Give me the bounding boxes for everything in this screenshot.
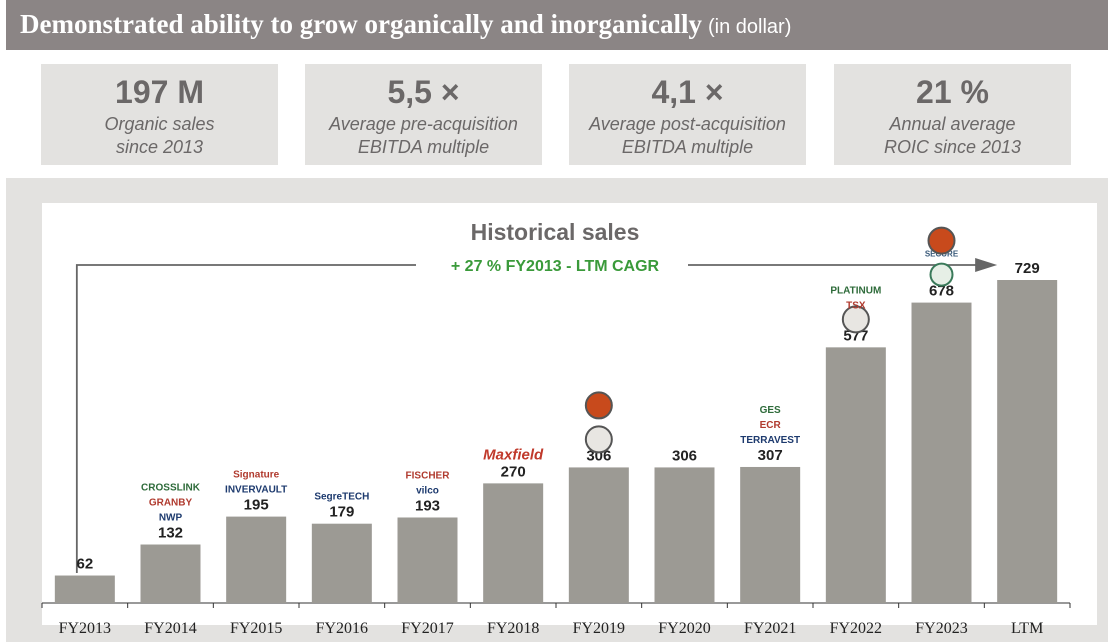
kpi-card-roic: 21 % Annual average ROIC since 2013: [834, 64, 1071, 165]
kpi-value: 197 M: [115, 74, 204, 110]
logo-ecr: ECR: [760, 420, 782, 431]
cagr-arrow-left-line: [75, 264, 416, 573]
cagr-arrow-head: [975, 258, 998, 272]
bar-value-label: 729: [1015, 260, 1040, 277]
bar-value-label: 307: [758, 447, 783, 464]
logo-terravest: TERRAVEST: [740, 435, 800, 446]
chart-title: Historical sales: [471, 219, 640, 245]
kpi-value: 5,5 ×: [387, 74, 460, 110]
historical-sales-chart: Historical sales + 27 % FY2013 - LTM CAGR…: [41, 203, 1097, 637]
kpi-label: Annual average ROIC since 2013: [883, 114, 1022, 157]
x-tick-label: FY2020: [658, 620, 710, 637]
logo-ges: GES: [760, 405, 781, 416]
bar-ltm: [997, 280, 1058, 603]
bar-value-label: 193: [415, 497, 440, 514]
bar-value-label: 678: [929, 283, 954, 300]
bar-value-label: 306: [672, 447, 697, 464]
x-tick-label: FY2018: [487, 620, 539, 637]
logo-invervault: INVERVAULT: [225, 485, 287, 496]
x-tick-label: FY2021: [744, 620, 796, 637]
x-tick-label: FY2017: [401, 620, 453, 637]
x-tick-label: FY2013: [59, 620, 111, 637]
kpi-value: 21 %: [916, 74, 989, 110]
logo-tsx: TSX: [846, 300, 866, 311]
logo-granby: GRANBY: [149, 498, 193, 509]
kpi-card-post-acquisition-multiple: 4,1 × Average post-acquisition EBITDA mu…: [569, 64, 806, 165]
page-header: Demonstrated ability to grow organically…: [6, 0, 1108, 50]
kpi-label: Average post-acquisition EBITDA multiple: [589, 114, 786, 157]
bar-fy2013: [54, 575, 115, 603]
logo-segretech: SegreTECH: [314, 492, 369, 503]
bar-fy2017: [397, 517, 458, 603]
bar-fy2019: [568, 467, 629, 603]
kpi-card-organic-sales: 197 M Organic sales since 2013: [41, 64, 278, 165]
kpi-label: Average pre-acquisition EBITDA multiple: [329, 114, 518, 157]
logo-nwp: NWP: [159, 513, 183, 524]
x-tick-label: FY2019: [573, 620, 625, 637]
bar-value-label: 179: [329, 504, 354, 521]
bar-fy2016: [311, 523, 372, 603]
x-tick-label: FY2016: [316, 620, 368, 637]
logo-crosslink: CROSSLINK: [141, 483, 201, 494]
bar-value-label: 132: [158, 525, 183, 542]
logo-fischer: FISCHER: [406, 470, 451, 481]
bar-fy2021: [740, 466, 801, 603]
logo-crest-logo: [584, 425, 613, 454]
x-tick-label: FY2023: [915, 620, 967, 637]
bar-fy2020: [654, 467, 715, 603]
kpi-value: 4,1 ×: [651, 74, 724, 110]
bar-fy2014: [140, 544, 201, 603]
bar-fy2015: [226, 516, 287, 603]
logo-maxfield: Maxfield: [483, 446, 544, 463]
chart-panel: Historical sales + 27 % FY2013 - LTM CAGR…: [6, 178, 1108, 642]
kpi-label: Organic sales since 2013: [104, 114, 215, 157]
logo-hook-logo: [927, 226, 956, 255]
x-tick-label: FY2022: [830, 620, 882, 637]
bar-value-label: 270: [501, 463, 526, 480]
page-title: Demonstrated ability to grow organically…: [20, 9, 791, 40]
logo-secure-badge: [929, 262, 954, 287]
bar-value-label: 62: [76, 556, 93, 573]
logo-shield-logo: [841, 305, 870, 334]
logo-platinum: PLATINUM: [830, 285, 881, 296]
x-tick-label: FY2014: [144, 620, 196, 637]
page-subtitle: (in dollar): [708, 16, 792, 38]
logo-seal-logo: [584, 391, 613, 420]
page-title-text: Demonstrated ability to grow organically…: [20, 9, 702, 39]
logo-signature: Signature: [233, 470, 280, 481]
logo-vilco: vilco: [416, 485, 439, 496]
kpi-card-pre-acquisition-multiple: 5,5 × Average pre-acquisition EBITDA mul…: [305, 64, 542, 165]
x-tick-label: FY2015: [230, 620, 282, 637]
cagr-annotation: + 27 % FY2013 - LTM CAGR: [451, 258, 660, 275]
bar-fy2018: [483, 483, 544, 603]
bar-value-label: 195: [244, 497, 269, 514]
bar-fy2023: [911, 302, 972, 603]
x-tick-label: LTM: [1011, 620, 1043, 637]
bar-fy2022: [825, 347, 886, 603]
